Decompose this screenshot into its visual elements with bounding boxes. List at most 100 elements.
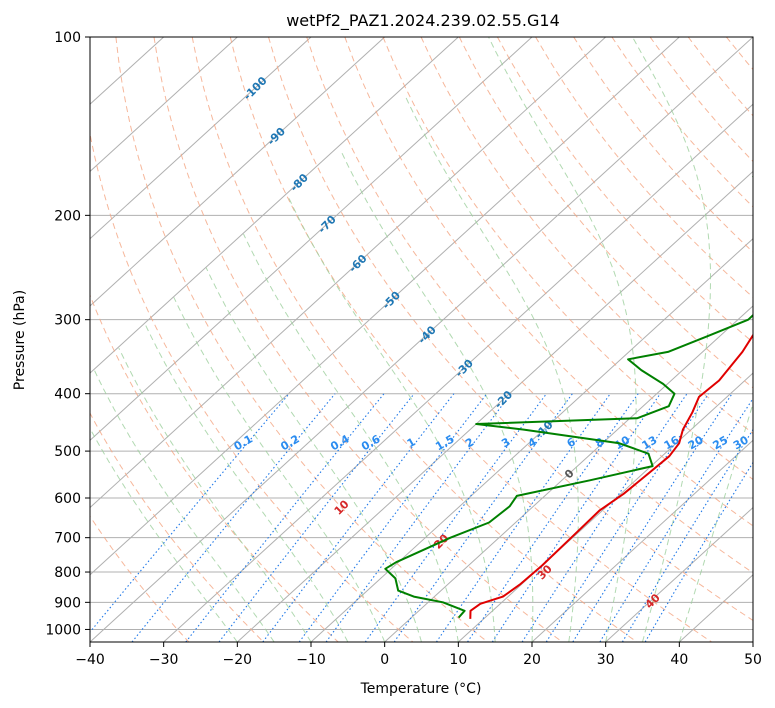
y-tick-label: 700 [54,531,81,547]
isotherm-line [605,506,753,642]
mixing-ratio-label: 1.5 [433,432,456,453]
x-tick-label: 50 [744,652,762,668]
mixing-ratio-line [185,393,385,642]
isotherm-line [90,37,607,509]
dry-adiabat-line [268,37,753,622]
dry-adiabat-line [496,37,753,344]
dry-adiabat-line [90,412,264,642]
moist-adiabat-line [173,297,386,642]
mixing-ratio-label: 3 [499,435,512,450]
x-tick-label: 40 [670,652,688,668]
x-axis-label: Temperature (°C) [360,681,482,697]
y-axis-label: Pressure (hPa) [12,290,28,390]
isotherm-line [236,170,753,642]
isotherm-line [90,37,386,307]
background-lines [90,37,775,642]
mixing-ratio-line [131,393,336,642]
mixing-ratio-line [467,393,639,642]
x-tick-label: 10 [449,652,467,668]
chart-title: wetPf2_PAZ1.2024.239.02.55.G14 [286,11,560,31]
profile-lines [384,175,753,619]
dry-adiabat-line [153,37,563,642]
isotherm-line [752,641,753,642]
y-tick-label: 1000 [45,622,81,638]
x-tick-label: −20 [223,652,253,668]
moist-adiabat-line [632,37,711,642]
mixing-ratio-label: 0.2 [278,432,301,453]
plot-frame [89,36,754,643]
moist-adiabat-line [93,369,275,642]
dry-adiabat-line [458,37,753,389]
dry-adiabat-line [765,37,775,642]
dry-adiabat-label: 30 [535,562,555,582]
dry-adiabat-line [90,131,414,642]
x-axis-ticks: −40 −30 −20 −10 0 10 20 30 40 50 [75,642,762,668]
dry-adiabat-line [90,515,190,642]
dry-adiabat-line [420,37,753,435]
isotherm-line [90,37,312,240]
x-tick-label: −30 [149,652,179,668]
mixing-ratio-label: 13 [640,433,660,452]
mixing-ratio-line [90,393,290,633]
mixing-ratio-label: 0.1 [232,432,255,453]
isotherm-line [531,439,753,642]
moist-adiabat-line [678,401,753,642]
isotherm-line [310,237,753,642]
y-tick-label: 200 [54,208,81,224]
mixing-ratio-label: 30 [731,433,751,452]
y-tick-label: 600 [54,491,81,507]
y-tick-label: 500 [54,444,81,460]
x-tick-label: −40 [75,652,105,668]
mixing-ratio-line [325,393,512,642]
mixing-ratio-line [364,393,547,642]
mixing-ratio-label: 1 [405,435,418,450]
dry-adiabat-label: 40 [643,591,663,611]
mixing-ratio-line [491,393,661,642]
mixing-ratio-line [435,393,611,642]
x-tick-label: 20 [523,652,541,668]
temperature-line [469,333,753,619]
mixing-ratio-line [644,461,753,642]
x-tick-label: 30 [597,652,615,668]
x-tick-label: −10 [296,652,326,668]
moist-adiabat-line [243,233,459,642]
isotherm-line [384,305,753,642]
y-tick-label: 900 [54,595,81,611]
dry-adiabat-line [649,37,753,163]
mixing-ratio-line [572,393,733,642]
moist-adiabat-line [90,427,238,642]
dewpoint-line [384,175,753,619]
moist-adiabat-line [488,37,637,642]
moist-adiabat-line [144,323,349,642]
mixing-ratio-label: 0.4 [328,432,352,453]
y-tick-label: 300 [54,313,81,329]
mixing-ratio-label: 20 [686,433,706,452]
isotherm-line [90,37,533,442]
dry-adiabat-line [344,37,753,527]
mixing-ratio-line [545,393,709,642]
dry-adiabat-line [535,37,753,298]
mixing-ratio-label: 36 [752,433,772,452]
mixing-ratio-label: 8 [593,435,606,450]
dry-adiabat-line [191,37,638,642]
mixing-ratio-label: 0.6 [359,432,383,453]
y-tick-label: 400 [54,387,81,403]
dry-adiabat-line [573,37,753,253]
moist-adiabat-line [118,347,312,642]
moist-adiabat-line [404,94,579,642]
isotherm-line [90,37,459,374]
line-annotations: 0.1 0.2 0.4 0.6 1 1.5 2 3 4 6 8 10 13 16 20 25 30 36-100-… [232,74,772,611]
y-tick-label: 100 [54,30,81,46]
y-axis-ticks: 100 200 300 400 500 600 700 800 900 1000 [45,30,90,638]
mixing-ratio-line [599,397,753,642]
mixing-ratio-line [218,393,415,642]
isotherm-line [90,37,680,576]
moist-adiabat-line [205,267,422,642]
mixing-ratio-line [621,428,753,642]
x-tick-label: 0 [380,652,389,668]
isotherm-line [90,37,238,173]
dry-adiabat-line [115,37,488,642]
mixing-ratio-line [521,393,688,642]
isotherm-line [163,103,753,642]
